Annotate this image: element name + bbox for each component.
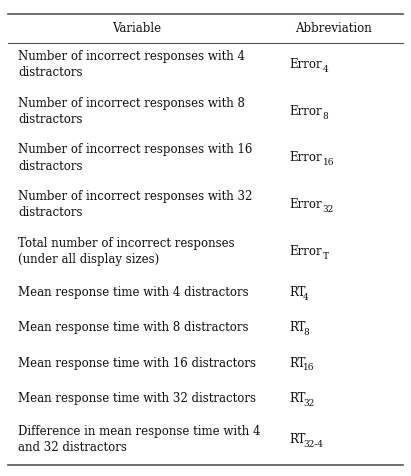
Text: RT: RT bbox=[290, 392, 306, 405]
Text: 16: 16 bbox=[303, 363, 314, 372]
Text: Difference in mean response time with 4
and 32 distractors: Difference in mean response time with 4 … bbox=[18, 425, 261, 454]
Text: 4: 4 bbox=[323, 65, 328, 74]
Text: Mean response time with 32 distractors: Mean response time with 32 distractors bbox=[18, 392, 256, 405]
Text: Mean response time with 8 distractors: Mean response time with 8 distractors bbox=[18, 321, 249, 334]
Text: Variable: Variable bbox=[112, 22, 162, 35]
Text: Error: Error bbox=[290, 245, 322, 258]
Text: RT: RT bbox=[290, 321, 306, 334]
Text: Total number of incorrect responses
(under all display sizes): Total number of incorrect responses (und… bbox=[18, 237, 235, 266]
Text: 4: 4 bbox=[303, 293, 309, 302]
Text: 8: 8 bbox=[323, 111, 328, 120]
Text: Error: Error bbox=[290, 58, 322, 71]
Text: Error: Error bbox=[290, 105, 322, 118]
Text: Number of incorrect responses with 8
distractors: Number of incorrect responses with 8 dis… bbox=[18, 97, 245, 126]
Text: 32: 32 bbox=[303, 399, 314, 408]
Text: Number of incorrect responses with 4
distractors: Number of incorrect responses with 4 dis… bbox=[18, 50, 245, 79]
Text: Number of incorrect responses with 16
distractors: Number of incorrect responses with 16 di… bbox=[18, 143, 253, 173]
Text: T: T bbox=[323, 252, 329, 261]
Text: Error: Error bbox=[290, 151, 322, 165]
Text: RT: RT bbox=[290, 433, 306, 446]
Text: RT: RT bbox=[290, 357, 306, 370]
Text: Mean response time with 16 distractors: Mean response time with 16 distractors bbox=[18, 357, 256, 370]
Text: Number of incorrect responses with 32
distractors: Number of incorrect responses with 32 di… bbox=[18, 190, 253, 219]
Text: 32: 32 bbox=[323, 205, 334, 214]
Text: 8: 8 bbox=[303, 328, 309, 337]
Text: 16: 16 bbox=[323, 158, 334, 167]
Text: Mean response time with 4 distractors: Mean response time with 4 distractors bbox=[18, 286, 249, 299]
Text: RT: RT bbox=[290, 286, 306, 299]
Text: Error: Error bbox=[290, 198, 322, 211]
Text: Abbreviation: Abbreviation bbox=[295, 22, 372, 35]
Text: 32-4: 32-4 bbox=[303, 440, 323, 449]
